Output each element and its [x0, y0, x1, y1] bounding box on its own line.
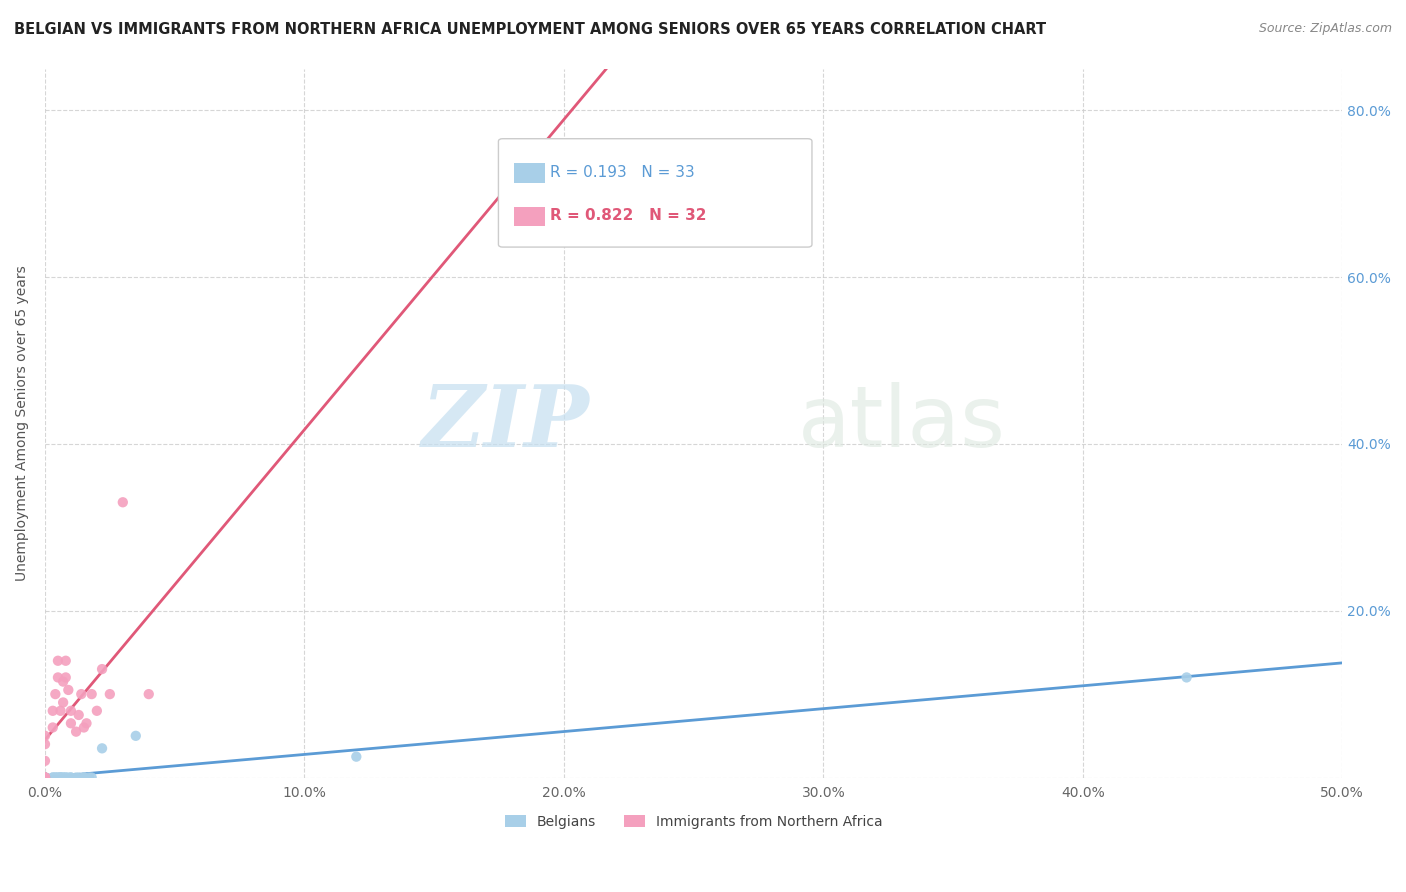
- Point: [34, 771, 56, 785]
- Point: [73, 721, 96, 735]
- Point: [46, 670, 69, 684]
- Point: [46, 654, 69, 668]
- Point: [42, 721, 65, 735]
- Point: [55, 654, 77, 668]
- Point: [58, 771, 80, 785]
- Point: [76, 716, 98, 731]
- Point: [46, 771, 69, 785]
- Point: [65, 771, 87, 785]
- Point: [80, 771, 103, 785]
- Point: [59, 771, 82, 785]
- Point: [52, 674, 75, 689]
- Point: [80, 687, 103, 701]
- Point: [125, 729, 148, 743]
- Point: [52, 696, 75, 710]
- Point: [34, 771, 56, 785]
- Point: [58, 682, 80, 697]
- Text: Source: ZipAtlas.com: Source: ZipAtlas.com: [1258, 22, 1392, 36]
- Point: [44, 687, 66, 701]
- Text: R = 0.193   N = 33: R = 0.193 N = 33: [550, 165, 695, 180]
- Point: [49, 771, 72, 785]
- Point: [34, 771, 56, 785]
- Point: [86, 704, 108, 718]
- Point: [59, 716, 82, 731]
- Point: [46, 771, 69, 785]
- Point: [42, 771, 65, 785]
- Point: [34, 771, 56, 785]
- Point: [49, 704, 72, 718]
- Point: [67, 771, 90, 785]
- Point: [49, 771, 72, 785]
- Point: [34, 771, 56, 785]
- Point: [44, 771, 66, 785]
- Point: [55, 771, 77, 785]
- Text: ZIP: ZIP: [422, 381, 591, 465]
- Point: [52, 771, 75, 785]
- Point: [55, 771, 77, 785]
- Point: [91, 662, 114, 676]
- Text: BELGIAN VS IMMIGRANTS FROM NORTHERN AFRICA UNEMPLOYMENT AMONG SENIORS OVER 65 YE: BELGIAN VS IMMIGRANTS FROM NORTHERN AFRI…: [14, 22, 1046, 37]
- Point: [73, 771, 96, 785]
- Text: R = 0.822   N = 32: R = 0.822 N = 32: [550, 208, 707, 223]
- Point: [344, 749, 367, 764]
- Point: [34, 737, 56, 751]
- Point: [138, 687, 160, 701]
- Point: [67, 708, 90, 723]
- Point: [34, 771, 56, 785]
- Point: [65, 724, 87, 739]
- Point: [34, 729, 56, 743]
- Legend: Belgians, Immigrants from Northern Africa: Belgians, Immigrants from Northern Afric…: [499, 809, 889, 834]
- Point: [34, 771, 56, 785]
- Point: [91, 741, 114, 756]
- Point: [49, 771, 72, 785]
- Point: [34, 754, 56, 768]
- Point: [73, 771, 96, 785]
- Point: [77, 771, 100, 785]
- Point: [34, 771, 56, 785]
- Text: atlas: atlas: [797, 382, 1005, 465]
- Point: [98, 687, 121, 701]
- Point: [1175, 670, 1198, 684]
- Point: [34, 771, 56, 785]
- Point: [111, 495, 134, 509]
- Point: [42, 771, 65, 785]
- Point: [34, 771, 56, 785]
- Point: [52, 771, 75, 785]
- Point: [34, 771, 56, 785]
- Y-axis label: Unemployment Among Seniors over 65 years: Unemployment Among Seniors over 65 years: [15, 265, 30, 581]
- Point: [59, 704, 82, 718]
- Point: [34, 771, 56, 785]
- Point: [70, 687, 93, 701]
- Point: [44, 771, 66, 785]
- Point: [59, 771, 82, 785]
- Point: [42, 704, 65, 718]
- Point: [55, 670, 77, 684]
